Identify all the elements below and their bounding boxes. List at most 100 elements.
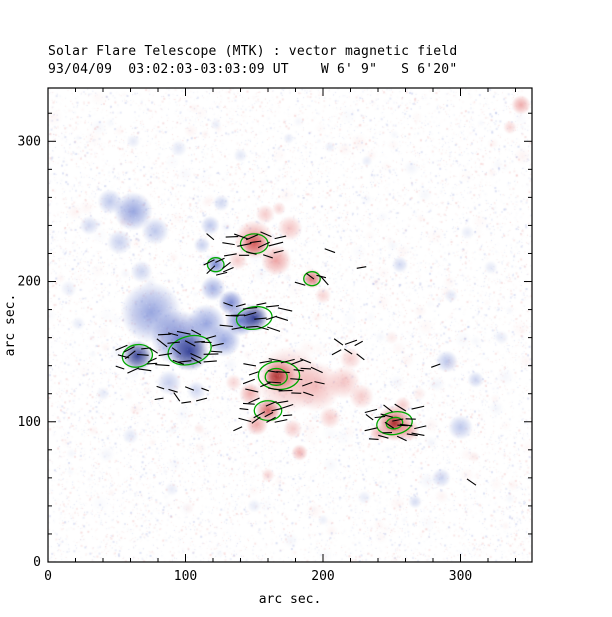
field-vector (191, 329, 202, 336)
field-vector (300, 367, 312, 370)
field-vector (414, 425, 427, 430)
field-vector (242, 378, 255, 385)
field-vector (356, 353, 365, 361)
field-vector (268, 387, 283, 391)
field-vector (466, 478, 477, 486)
field-vector (290, 359, 304, 366)
field-vector (344, 348, 353, 355)
field-vector (243, 363, 257, 367)
field-vector (206, 265, 216, 275)
field-vector (167, 341, 180, 344)
field-vector (260, 231, 272, 238)
x-tick-label: 300 (449, 569, 472, 584)
field-vector (248, 371, 259, 376)
field-vector (222, 242, 235, 246)
field-vector (256, 302, 267, 306)
field-vector (368, 438, 379, 441)
field-vector (344, 339, 358, 345)
axis-ticks (47, 88, 532, 563)
field-vector (231, 326, 246, 330)
field-vector (176, 330, 191, 335)
field-contour (264, 367, 288, 386)
field-vector (201, 387, 209, 392)
field-vector (310, 366, 323, 374)
field-vector (399, 423, 413, 427)
field-vector (190, 357, 202, 365)
field-vector (156, 385, 165, 390)
field-vector (127, 367, 140, 374)
field-vector (234, 233, 249, 240)
field-vector (215, 271, 228, 276)
field-vector (155, 364, 170, 367)
plot-title: Solar Flare Telescope (MTK) : vector mag… (48, 44, 458, 59)
field-vector (276, 371, 290, 374)
field-vector (380, 413, 394, 418)
x-axis-label: arc sec. (258, 592, 322, 607)
field-vector (141, 347, 151, 350)
field-vector (411, 405, 425, 410)
field-vector (324, 248, 336, 254)
field-vector (278, 389, 293, 392)
field-vector (239, 408, 249, 411)
field-contour (121, 343, 154, 368)
field-vector (274, 419, 288, 423)
y-tick-label: 0 (33, 555, 41, 570)
field-vector (205, 335, 217, 340)
field-vector (215, 257, 225, 263)
field-vector (223, 302, 233, 307)
field-vector (194, 340, 205, 343)
field-vector (354, 340, 363, 347)
field-vector (264, 411, 274, 418)
field-vector (251, 416, 261, 424)
field-vector (238, 417, 252, 423)
y-axis-label: arc sec. (3, 293, 18, 357)
field-vector (242, 402, 255, 405)
field-vector (245, 234, 259, 241)
field-vector (203, 360, 217, 363)
y-tick-label: 100 (18, 415, 41, 430)
field-vector (246, 325, 258, 328)
field-vector (294, 281, 306, 286)
field-vector (245, 251, 257, 255)
field-vector (203, 259, 215, 266)
field-vector (266, 381, 282, 384)
plot-frame (47, 87, 533, 563)
field-vector (406, 433, 418, 437)
field-vector (320, 275, 329, 286)
field-contour (385, 416, 404, 430)
field-vector (137, 353, 149, 356)
field-vector (195, 397, 208, 402)
field-vector (168, 332, 179, 337)
field-vector (282, 414, 293, 417)
field-vector (248, 397, 260, 404)
field-vector (265, 305, 279, 308)
field-vector (206, 233, 215, 241)
field-contour (303, 271, 321, 287)
field-vector (364, 427, 378, 432)
field-vector (276, 400, 289, 404)
field-vector (156, 338, 168, 348)
y-tick-label: 300 (18, 134, 41, 149)
field-vector (365, 413, 374, 421)
field-vector (394, 403, 407, 412)
field-vector (316, 274, 327, 279)
field-vector (281, 403, 294, 409)
field-vector (115, 365, 125, 370)
field-vector (431, 363, 441, 368)
field-vector (331, 349, 342, 356)
field-vector (222, 266, 234, 273)
field-vector (268, 241, 284, 247)
field-vector (149, 347, 158, 354)
field-vector (147, 357, 157, 363)
field-vector (223, 253, 237, 257)
field-vector (277, 307, 293, 312)
field-vector (374, 415, 386, 419)
field-vector (158, 352, 173, 357)
magnetogram-canvas (48, 88, 532, 562)
field-vector (302, 381, 313, 387)
field-vector (124, 350, 136, 360)
field-vector (190, 352, 202, 359)
field-vector (267, 326, 281, 332)
field-vector (290, 378, 303, 381)
